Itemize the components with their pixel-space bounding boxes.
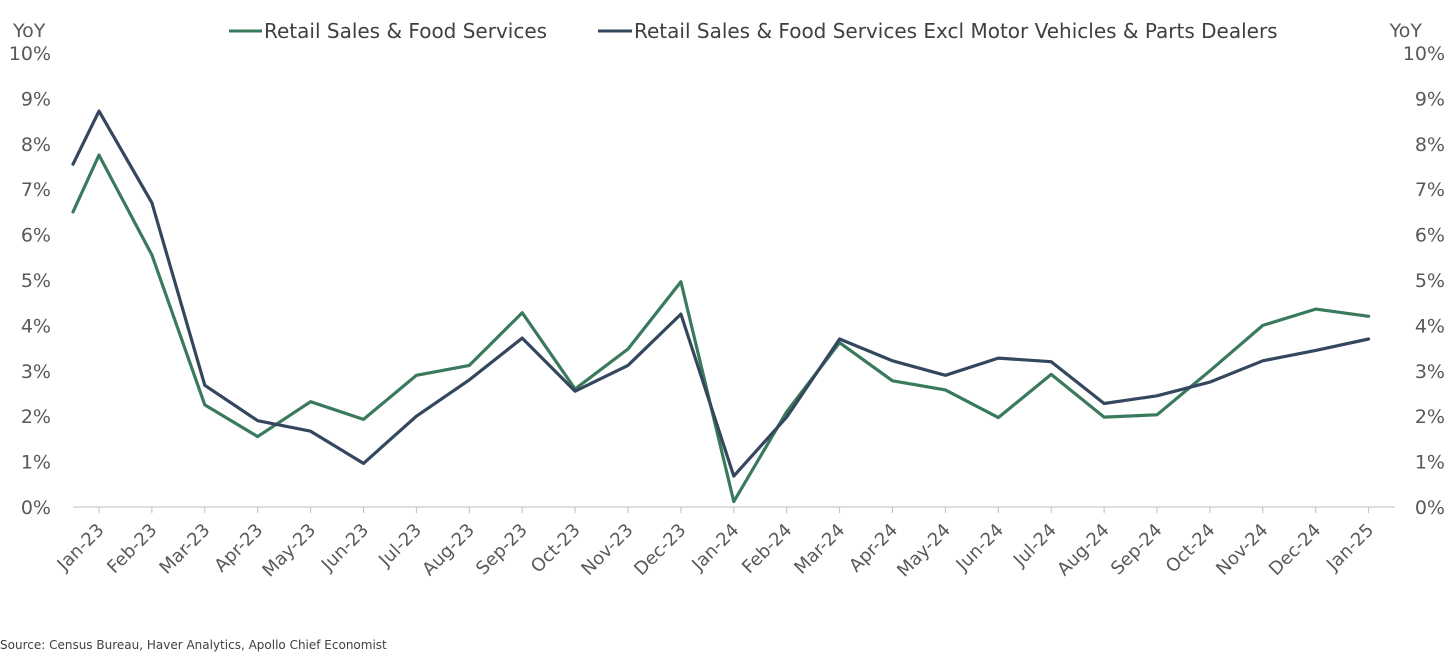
x-tick-label: Mar-23 xyxy=(155,520,214,579)
x-tick-label: Jan-25 xyxy=(1322,520,1378,576)
y-tick-label-left: 4% xyxy=(21,315,51,337)
x-tick-label: Sep-24 xyxy=(1107,520,1167,580)
x-tick-label: Jul-24 xyxy=(1009,520,1061,572)
x-tick-label: May-23 xyxy=(258,520,320,582)
x-tick-label: Jun-24 xyxy=(952,520,1008,576)
line-chart: YoY YoY Retail Sales & Food Services Ret… xyxy=(9,19,1445,582)
y-tick-label-left: 5% xyxy=(21,270,51,292)
y-tick-label-left: 0% xyxy=(21,497,51,519)
y-tick-label-right: 5% xyxy=(1415,270,1445,292)
source-note: Source: Census Bureau, Haver Analytics, … xyxy=(0,638,387,652)
y-tick-label-left: 3% xyxy=(21,361,51,383)
legend: Retail Sales & Food Services Retail Sale… xyxy=(229,19,1278,43)
x-tick-label: May-24 xyxy=(893,520,955,582)
y-tick-label-right: 4% xyxy=(1415,315,1445,337)
y-tick-label-left: 7% xyxy=(21,179,51,201)
x-tick-label: Nov-24 xyxy=(1212,520,1272,580)
y-tick-label-right: 10% xyxy=(1403,43,1445,65)
left-axis-unit: YoY xyxy=(12,20,46,42)
x-tick-label: Aug-23 xyxy=(418,520,478,580)
series-layer xyxy=(71,109,1371,504)
y-tick-label-right: 3% xyxy=(1415,361,1445,383)
x-tick-label: Dec-23 xyxy=(630,520,690,580)
y-tick-label-left: 6% xyxy=(21,225,51,247)
y-tick-label-right: 7% xyxy=(1415,179,1445,201)
y-tick-label-left: 2% xyxy=(21,406,51,428)
legend-label-retail-sales: Retail Sales & Food Services xyxy=(264,19,547,43)
y-tick-label-left: 8% xyxy=(21,134,51,156)
x-tick-label: Jan-23 xyxy=(53,520,109,576)
series-line-retail-excl-motor xyxy=(71,109,1371,478)
x-tick-label: Jun-23 xyxy=(317,520,373,576)
y-tick-label-left: 1% xyxy=(21,452,51,474)
left-y-axis: 0% 1% 2% 3% 4% 5% 6% 7% 8% 9% 10% xyxy=(9,43,51,519)
legend-label-retail-excl-motor: Retail Sales & Food Services Excl Motor … xyxy=(634,19,1278,43)
x-tick-label: Oct-24 xyxy=(1162,520,1220,578)
y-tick-label-right: 2% xyxy=(1415,406,1445,428)
y-tick-label-right: 0% xyxy=(1415,497,1445,519)
x-tick-label: Jan-24 xyxy=(687,520,743,576)
x-tick-label: Nov-23 xyxy=(577,520,637,580)
x-tick-label: Sep-23 xyxy=(472,520,532,580)
x-tick-label: Feb-23 xyxy=(103,520,161,578)
y-tick-label-right: 8% xyxy=(1415,134,1445,156)
x-tick-label: Mar-24 xyxy=(790,520,849,579)
x-tick-label: Oct-23 xyxy=(527,520,585,578)
series-line-retail-sales xyxy=(71,153,1371,504)
x-tick-label: Aug-24 xyxy=(1053,520,1113,580)
y-tick-label-right: 9% xyxy=(1415,88,1445,110)
x-tick-label: Jul-23 xyxy=(374,520,426,572)
right-axis-unit: YoY xyxy=(1389,20,1423,42)
y-tick-label-right: 1% xyxy=(1415,452,1445,474)
y-tick-label-left: 10% xyxy=(9,43,51,65)
x-tick-label: Feb-24 xyxy=(738,520,796,578)
y-tick-label-left: 9% xyxy=(21,88,51,110)
x-tick-label: Dec-24 xyxy=(1265,520,1325,580)
y-tick-label-right: 6% xyxy=(1415,225,1445,247)
right-y-axis: 0% 1% 2% 3% 4% 5% 6% 7% 8% 9% 10% xyxy=(1403,43,1445,519)
